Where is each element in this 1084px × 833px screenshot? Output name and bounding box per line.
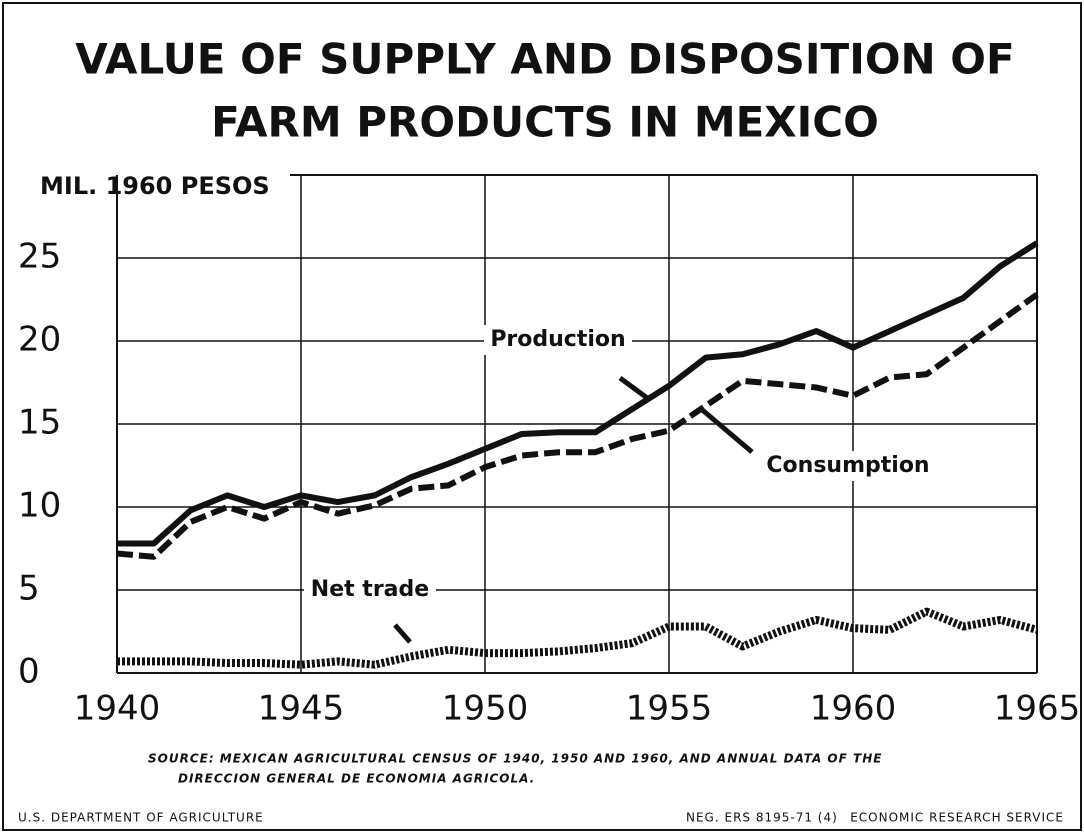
source: SOURCE: MEXICAN AGRICULTURAL CENSUS OF 1… xyxy=(148,752,882,766)
x-tick-label: 1960 xyxy=(810,689,897,729)
x-tick-label: 1940 xyxy=(74,689,161,729)
footer: NEG. ERS 8195-71 (4) xyxy=(686,811,838,825)
chart-title: FARM PRODUCTS IN MEXICO xyxy=(211,98,879,147)
y-axis-label: MIL. 1960 PESOS xyxy=(40,172,270,200)
label-bg xyxy=(304,575,436,605)
leader xyxy=(393,623,412,644)
footer: U.S. DEPARTMENT OF AGRICULTURE xyxy=(18,811,264,825)
series-label: Production xyxy=(490,327,625,352)
x-tick-label: 1950 xyxy=(442,689,529,729)
line xyxy=(117,607,1039,669)
chart-title: VALUE OF SUPPLY AND DISPOSITION OF xyxy=(75,35,1014,84)
series-label: Net trade xyxy=(311,577,429,602)
series-label: Consumption xyxy=(766,453,929,478)
y-tick-label: 5 xyxy=(18,569,40,609)
y-tick-label: 0 xyxy=(18,652,40,692)
line xyxy=(116,292,1039,560)
x-tick-label: 1945 xyxy=(258,689,345,729)
x-tick-label: 1955 xyxy=(626,689,713,729)
leader xyxy=(698,406,754,454)
y-tick-label: 15 xyxy=(18,403,61,443)
label-bg xyxy=(484,325,632,355)
footer: ECONOMIC RESEARCH SERVICE xyxy=(850,811,1064,825)
label-bg xyxy=(756,451,940,481)
line xyxy=(117,240,1039,547)
y-tick-label: 10 xyxy=(18,486,61,526)
y-tick-label: 25 xyxy=(18,237,61,277)
leader xyxy=(618,375,652,403)
source: DIRECCION GENERAL DE ECONOMIA AGRICOLA. xyxy=(178,772,535,786)
y-tick-label: 20 xyxy=(18,320,61,360)
x-tick-label: 1965 xyxy=(994,689,1081,729)
